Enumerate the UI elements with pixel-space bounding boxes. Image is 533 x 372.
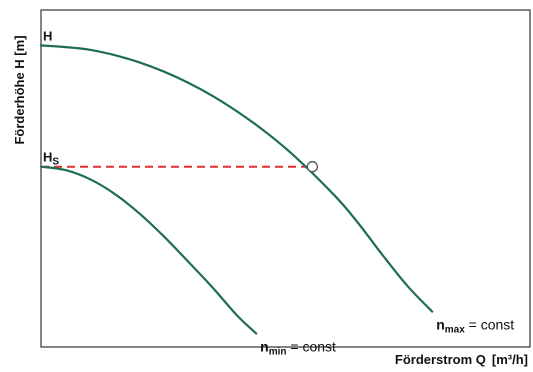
x-axis-title: Förderstrom Q [m³/h] [395, 352, 528, 367]
curve-label-min: nmin = const [260, 339, 336, 358]
operating-point-marker [306, 161, 319, 173]
curve-label-subscript: max [445, 325, 465, 336]
curve-label-symbol: n [436, 317, 445, 333]
curve-label-text: = const [465, 317, 515, 333]
curve-label-max: nmax = const [436, 317, 514, 336]
curve-label-symbol: n [260, 339, 269, 355]
curve-min [39, 165, 258, 335]
x-axis-unit: [m³/h] [492, 352, 528, 367]
level-label-h: H [43, 28, 52, 43]
curve-label-subscript: min [269, 347, 287, 358]
y-axis-title: Förderhöhe H [m] [12, 35, 27, 144]
plot-frame [40, 9, 531, 348]
level-label-symbol: H [43, 28, 52, 43]
level-label-symbol: H [43, 150, 52, 165]
level-label-subscript: S [52, 157, 59, 168]
x-axis-title-text: Förderstrom Q [395, 352, 486, 367]
curve-label-text: = const [287, 339, 337, 355]
curve-max [39, 44, 434, 313]
level-label-hs: HS [43, 150, 59, 168]
